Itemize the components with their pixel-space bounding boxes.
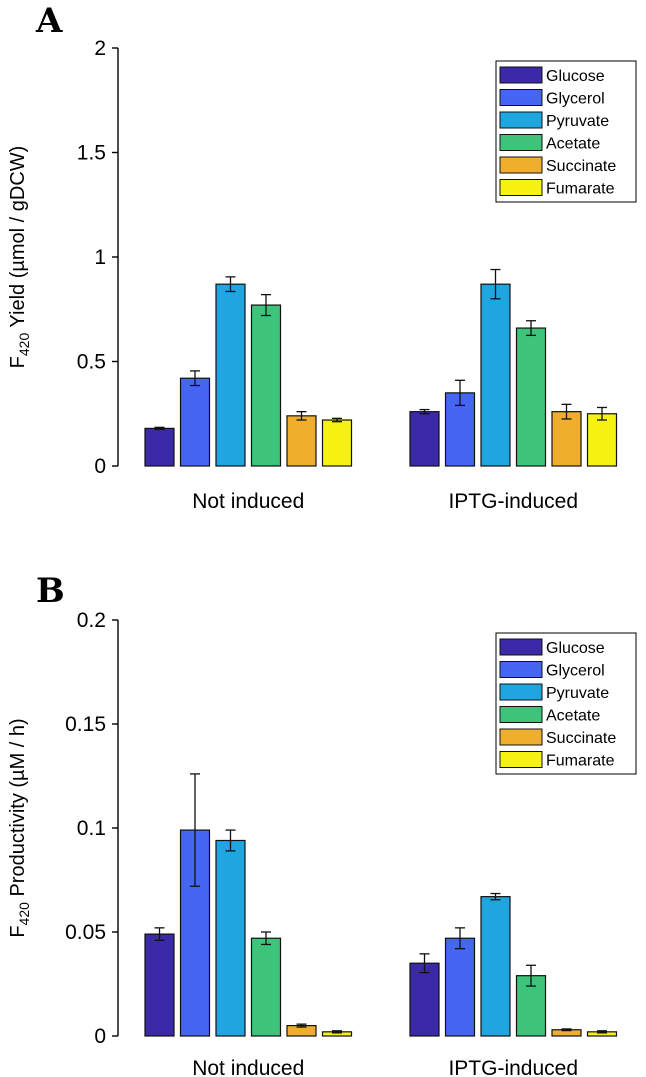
bar-pyruvate-iptg-induced <box>480 283 511 467</box>
legend-swatch-fumarate <box>499 751 543 768</box>
category-label: Not induced <box>192 490 304 513</box>
legend-swatch-succinate <box>499 156 543 174</box>
y-tick-label: 0.15 <box>65 713 106 736</box>
bar-glucose-iptg-induced <box>409 411 440 467</box>
bar-acetate-iptg-induced <box>515 975 547 1037</box>
legend-swatch-glycerol <box>499 89 543 106</box>
y-tick-label: 0.05 <box>65 921 106 944</box>
legend-swatch-glycerol <box>499 661 543 678</box>
bar-glucose-not-induced <box>144 427 175 467</box>
category-label: IPTG-induced <box>448 1057 578 1077</box>
legend-label-pyruvate: Pyruvate <box>546 685 609 702</box>
bar-pyruvate-iptg-induced <box>480 896 511 1037</box>
legend-box <box>495 632 637 775</box>
bar-succinate-iptg-induced <box>551 411 582 467</box>
y-tick-label: 0.5 <box>77 351 106 374</box>
legend-label-glycerol: Glycerol <box>546 91 605 108</box>
legend-swatch-glucose <box>499 66 543 84</box>
y-axis-label-subscript: 420 <box>16 902 32 926</box>
y-axis-label-prefix: F <box>7 925 29 937</box>
legend-swatch-succinate <box>499 728 543 746</box>
legend-label-glycerol: Glycerol <box>546 663 605 680</box>
y-axis-label: F420 Yield (µmol / gDCW) <box>7 146 32 369</box>
bar-succinate-not-induced <box>286 415 317 467</box>
legend: Glucose Glycerol Pyruvate Acetate Succinate F… <box>495 60 637 203</box>
legend-swatch-acetate <box>499 134 543 151</box>
bar-pyruvate-not-induced <box>215 839 246 1037</box>
panel-letter: B <box>36 571 65 611</box>
panel-letter: A <box>35 1 63 41</box>
y-tick-label: 1 <box>94 246 106 269</box>
bar-pyruvate-not-induced <box>215 283 246 467</box>
y-axis-label: F420 Productivity (µM / h) <box>7 718 32 937</box>
legend-label-acetate: Acetate <box>546 136 600 153</box>
y-axis-label-text: Productivity (µM / h) <box>7 718 29 902</box>
legend-label-glucose: Glucose <box>546 640 605 657</box>
y-axis-label-subscript: 420 <box>16 333 32 357</box>
legend-swatch-pyruvate <box>499 111 543 129</box>
y-axis-label-prefix: F <box>7 356 29 368</box>
legend-label-glucose: Glucose <box>546 68 605 85</box>
chart-panel-a: A 0 0.5 1 1.5 2 F420 Yield (µmol / gDCW) Not in… <box>7 1 637 513</box>
bar-acetate-not-induced <box>250 304 282 467</box>
legend-label-succinate: Succinate <box>546 730 616 747</box>
legend: Glucose Glycerol Pyruvate Acetate Succinate F… <box>495 632 637 775</box>
bar-glucose-iptg-induced <box>409 962 440 1037</box>
y-axis-label-text: Yield (µmol / gDCW) <box>7 146 29 333</box>
bar-glucose-not-induced <box>144 933 175 1037</box>
legend-swatch-glucose <box>499 638 543 656</box>
bar-acetate-iptg-induced <box>515 327 547 467</box>
legend-label-fumarate: Fumarate <box>546 181 615 198</box>
legend-label-pyruvate: Pyruvate <box>546 113 609 130</box>
category-label: IPTG-induced <box>448 490 578 513</box>
legend-label-succinate: Succinate <box>546 158 616 175</box>
bar-fumarate-iptg-induced <box>586 413 618 467</box>
y-tick-label: 0 <box>94 1025 106 1048</box>
y-tick-label: 0.1 <box>77 817 106 840</box>
bar-glycerol-iptg-induced <box>444 937 476 1037</box>
bar-glycerol-not-induced <box>179 377 211 467</box>
legend-swatch-fumarate <box>499 179 543 196</box>
y-tick-label: 0 <box>94 455 106 478</box>
bar-fumarate-not-induced <box>321 419 353 467</box>
legend-swatch-acetate <box>499 706 543 723</box>
chart-panel-b: B 0 0.05 0.1 0.15 0.2 F420 Productivity (µM / … <box>7 571 637 1077</box>
y-tick-label: 0.2 <box>77 609 106 632</box>
legend-box <box>495 60 637 203</box>
legend-swatch-pyruvate <box>499 683 543 701</box>
bar-acetate-not-induced <box>250 937 282 1037</box>
y-tick-label: 1.5 <box>77 142 106 165</box>
y-tick-label: 2 <box>94 37 106 60</box>
category-label: Not induced <box>192 1057 304 1077</box>
legend-label-fumarate: Fumarate <box>546 753 615 770</box>
legend-label-acetate: Acetate <box>546 708 600 725</box>
